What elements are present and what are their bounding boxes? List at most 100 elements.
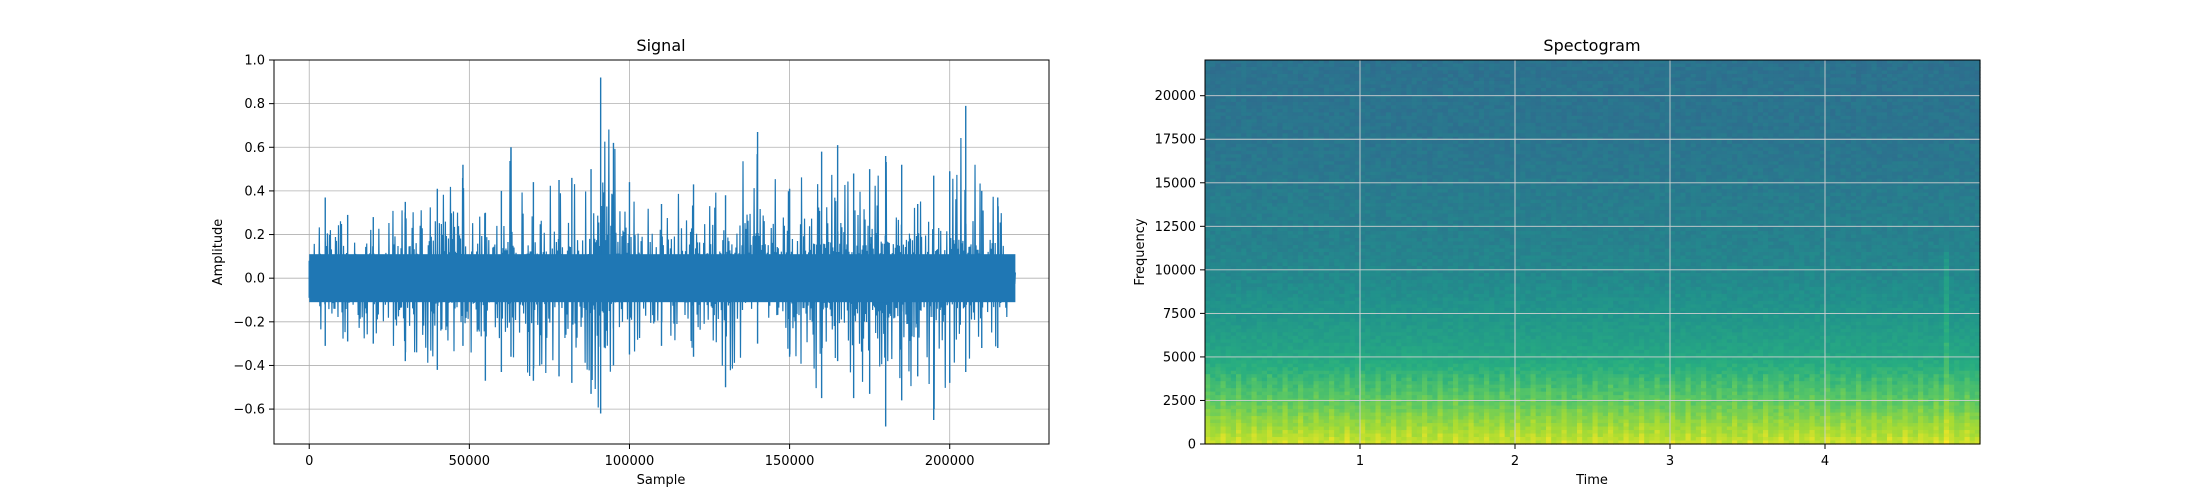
spectrogram-cell: [1954, 144, 1960, 148]
spectrogram-cell: [1562, 158, 1568, 162]
spectrogram-cell: [1339, 112, 1345, 116]
spectrogram-cell: [1851, 112, 1857, 116]
spectrogram-cell: [1350, 67, 1356, 71]
spectrogram-cell: [1453, 126, 1459, 130]
spectrogram-cell: [1210, 158, 1216, 162]
spectrogram-cell: [1438, 84, 1444, 88]
spectrogram-cell: [1897, 123, 1903, 127]
spectrogram-cell: [1877, 77, 1883, 81]
spectrogram-cell: [1897, 88, 1903, 92]
spectrogram-cell: [1241, 88, 1247, 92]
spectrogram-cell: [1789, 130, 1795, 134]
spectrogram-cell: [1432, 158, 1438, 162]
spectrogram-cell: [1758, 133, 1764, 137]
spectrogram-cell: [1417, 116, 1423, 120]
spectrogram-cell: [1288, 161, 1294, 165]
spectrogram-cell: [1851, 158, 1857, 162]
spectrogram-cell: [1903, 158, 1909, 162]
spectrogram-cell: [1257, 60, 1263, 64]
spectrogram-cell: [1835, 105, 1841, 109]
spectrogram-cell: [1892, 140, 1898, 144]
spectrogram-cell: [1959, 70, 1965, 74]
spectrogram-cell: [1753, 88, 1759, 92]
spectrogram-cell: [1329, 158, 1335, 162]
spectrogram-cell: [1686, 67, 1692, 71]
spectrogram-cell: [1298, 151, 1304, 155]
spectrogram-cell: [1422, 63, 1428, 67]
spectrogram-cell: [1288, 172, 1294, 176]
spectrogram-cell: [1458, 140, 1464, 144]
spectrogram-cell: [1629, 91, 1635, 95]
spectrogram-cell: [1908, 112, 1914, 116]
spectrogram-cell: [1474, 91, 1480, 95]
spectrogram-cell: [1742, 112, 1748, 116]
spectrogram-cell: [1903, 123, 1909, 127]
spectrogram-cell: [1463, 60, 1469, 64]
spectrogram-cell: [1732, 147, 1738, 151]
spectrogram-cell: [1308, 91, 1314, 95]
spectrogram-cell: [1810, 84, 1816, 88]
spectrogram-cell: [1257, 130, 1263, 134]
spectrogram-cell: [1897, 165, 1903, 169]
spectrogram-cell: [1722, 98, 1728, 102]
spectrogram-cell: [1231, 116, 1237, 120]
spectrogram-cell: [1877, 102, 1883, 106]
spectrogram-cell: [1629, 84, 1635, 88]
spectrogram-cell: [1365, 60, 1371, 64]
spectrogram-cell: [1670, 91, 1676, 95]
spectrogram-cell: [1789, 91, 1795, 95]
spectrogram-cell: [1944, 88, 1950, 92]
spectrogram-cell: [1934, 140, 1940, 144]
spectrogram-cell: [1706, 116, 1712, 120]
spectrogram-cell: [1649, 161, 1655, 165]
spectrogram-cell: [1794, 144, 1800, 148]
spectrogram-cell: [1541, 140, 1547, 144]
spectrogram-cell: [1324, 133, 1330, 137]
spectrogram-cell: [1489, 147, 1495, 151]
spectrogram-cell: [1691, 133, 1697, 137]
spectrogram-cell: [1556, 98, 1562, 102]
spectrogram-cell: [1804, 130, 1810, 134]
spectrogram-cell: [1680, 102, 1686, 106]
spectrogram-cell: [1308, 88, 1314, 92]
spectrogram-cell: [1598, 88, 1604, 92]
spectrogram-cell: [1215, 105, 1221, 109]
spectrogram-cell: [1686, 161, 1692, 165]
spectrogram-cell: [1701, 60, 1707, 64]
spectrogram-cell: [1484, 112, 1490, 116]
spectrogram-cell: [1825, 144, 1831, 148]
spectrogram-cell: [1567, 74, 1573, 78]
spectrogram-cell: [1551, 123, 1557, 127]
spectrogram-cell: [1314, 119, 1320, 123]
spectrogram-cell: [1732, 109, 1738, 113]
spectrogram-cell: [1494, 133, 1500, 137]
spectrogram-cell: [1655, 81, 1661, 85]
spectrogram-cell: [1908, 77, 1914, 81]
spectrogram-cell: [1577, 133, 1583, 137]
spectrogram-cell: [1308, 126, 1314, 130]
spectrogram-cell: [1567, 60, 1573, 64]
spectrogram-cell: [1205, 172, 1211, 176]
spectrogram-cell: [1675, 74, 1681, 78]
spectrogram-cell: [1603, 172, 1609, 176]
spectrogram-cell: [1422, 84, 1428, 88]
spectrogram-cell: [1226, 140, 1232, 144]
spectrogram-cell: [1396, 140, 1402, 144]
spectrogram-cell: [1789, 81, 1795, 85]
spectrogram-cell: [1965, 168, 1971, 172]
spectrogram-cell: [1784, 63, 1790, 67]
spectrogram-cell: [1334, 105, 1340, 109]
signal-x-ticks: 0 50000 100000 150000 200000: [305, 444, 974, 469]
spectrogram-cell: [1391, 144, 1397, 148]
spectrogram-cell: [1479, 144, 1485, 148]
spectrogram-cell: [1443, 161, 1449, 165]
spectrogram-cell: [1484, 91, 1490, 95]
spectrogram-cell: [1603, 144, 1609, 148]
spectrogram-cell: [1546, 70, 1552, 74]
spectrogram-cell: [1877, 91, 1883, 95]
spectrogram-cell: [1897, 74, 1903, 78]
spectrogram-cell: [1722, 144, 1728, 148]
spectrogram-cell: [1319, 74, 1325, 78]
spectrogram-cell: [1784, 102, 1790, 106]
spectrogram-cell: [1319, 133, 1325, 137]
